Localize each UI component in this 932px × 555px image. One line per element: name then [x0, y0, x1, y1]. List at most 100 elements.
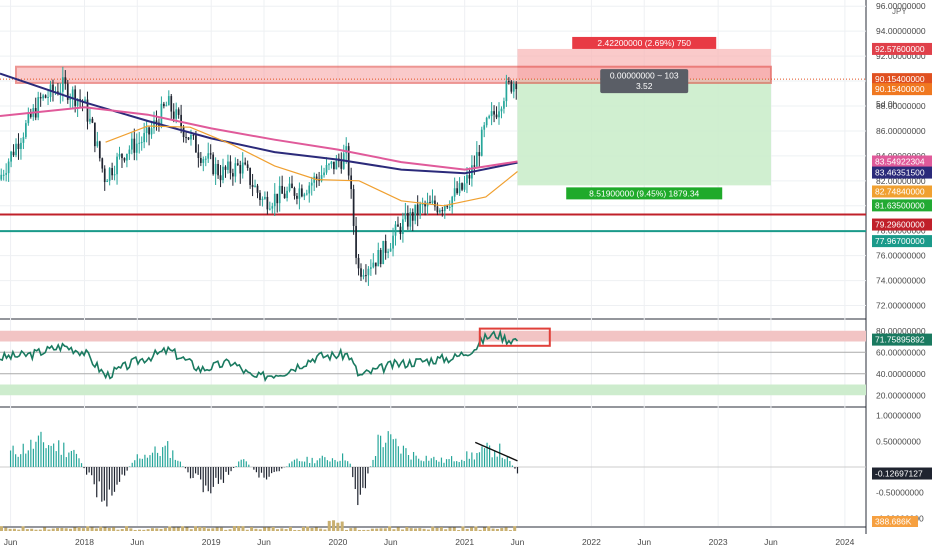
candle-body: [392, 235, 394, 249]
level-badge: [872, 185, 932, 198]
candle-body: [389, 248, 392, 252]
volume-bar: [431, 526, 435, 531]
volume-bar: [21, 526, 25, 531]
volume-bar: [99, 526, 103, 531]
candle-body: [463, 183, 466, 190]
candle-body: [249, 168, 251, 185]
candle-body: [505, 81, 508, 102]
candle-body: [283, 193, 286, 199]
volume-bar: [47, 529, 51, 531]
rsi-value-label: 71.75895892: [875, 335, 925, 345]
candle-body: [5, 173, 8, 175]
entry-label-box: [600, 69, 689, 94]
candle-body: [456, 188, 458, 194]
candle-body: [431, 200, 434, 203]
candle-body: [429, 202, 431, 204]
volume-bar: [392, 529, 396, 531]
volume-bar: [150, 528, 154, 531]
level-badge-label: 90.15400000: [875, 74, 925, 84]
volume-bar: [64, 528, 68, 531]
volume-bar: [60, 527, 64, 531]
candle-body: [330, 161, 333, 165]
candle-body: [61, 77, 64, 92]
candle-body: [25, 123, 27, 138]
candle-body: [333, 161, 335, 170]
candle-body: [52, 84, 54, 93]
candle-body: [182, 126, 185, 138]
candle-body: [515, 83, 518, 90]
candle-body: [357, 257, 360, 269]
candle-body: [190, 134, 192, 140]
volume-bar: [413, 528, 417, 531]
x-tick-label: 2020: [328, 537, 347, 547]
rsi-tick-label: 40.00000000: [876, 369, 926, 379]
volume-bar: [73, 527, 77, 531]
volume-bar: [103, 527, 107, 531]
volume-bar: [383, 528, 387, 531]
volume-bar: [168, 526, 172, 531]
level-badge: [872, 218, 932, 231]
candle-body: [446, 205, 449, 208]
candle-body: [271, 206, 274, 209]
volume-bar: [487, 526, 491, 531]
volume-bar: [396, 527, 400, 531]
volume-bar: [43, 527, 47, 531]
volume-bar: [439, 527, 443, 531]
volume-bar: [362, 529, 366, 531]
candle-body: [434, 200, 436, 207]
volume-bar: [176, 527, 180, 531]
volume-bar: [194, 526, 198, 531]
y-tick-label: 78.00000000: [876, 226, 926, 236]
candle-body: [313, 176, 316, 183]
candle-body: [172, 111, 175, 119]
candle-body: [47, 96, 49, 98]
candle-body: [140, 142, 143, 144]
candle-body: [335, 158, 338, 170]
price-axis: 96.0000000094.0000000092.0000000090.0000…: [872, 1, 932, 527]
candle-body: [177, 109, 180, 115]
candle-body: [261, 198, 264, 200]
candle-body: [150, 128, 153, 135]
volume-bar: [206, 528, 210, 531]
volume-bar: [250, 527, 254, 531]
volume-bar: [349, 528, 353, 531]
volume-bar: [8, 528, 12, 531]
volume-bar: [219, 527, 223, 531]
level-badge-label: 79.29600000: [875, 220, 925, 230]
candle-body: [199, 158, 202, 163]
x-tick-label: 2024: [835, 537, 854, 547]
candle-body: [406, 212, 409, 227]
candle-body: [288, 183, 291, 191]
candle-body: [37, 97, 40, 118]
volume-bar: [224, 529, 228, 531]
rsi-tick-label: 60.00000000: [876, 347, 926, 357]
candle-body: [108, 168, 111, 181]
osc-trendline: [474, 441, 518, 462]
volume-bar: [263, 527, 267, 531]
candle-body: [421, 203, 424, 205]
candle-body: [133, 138, 136, 153]
volume-bar: [77, 527, 81, 531]
candle-body: [323, 172, 325, 176]
volume-bar: [86, 526, 90, 531]
candle-body: [229, 161, 232, 174]
candle-body: [116, 156, 118, 175]
candle-body: [89, 118, 91, 122]
volume-badge: [872, 516, 918, 527]
volume-bar: [129, 528, 133, 531]
rsi-highlight-box: [478, 327, 551, 347]
candles: [0, 66, 518, 286]
candle-body: [424, 203, 426, 207]
candle-body: [39, 97, 42, 99]
candle-body: [96, 141, 99, 147]
candle-body: [379, 249, 382, 265]
candle-body: [69, 97, 72, 100]
stop-label-box: [572, 36, 717, 49]
x-tick-label: Jun: [764, 537, 778, 547]
annotations: 2.42200000 (2.69%) 750 0.00000000 ~ 1033.…: [566, 36, 723, 200]
candle-body: [308, 185, 311, 194]
candle-body: [138, 142, 141, 144]
level-badge-label: 81.63500000: [875, 200, 925, 210]
level-badge-label: 82.74840000: [875, 186, 925, 196]
